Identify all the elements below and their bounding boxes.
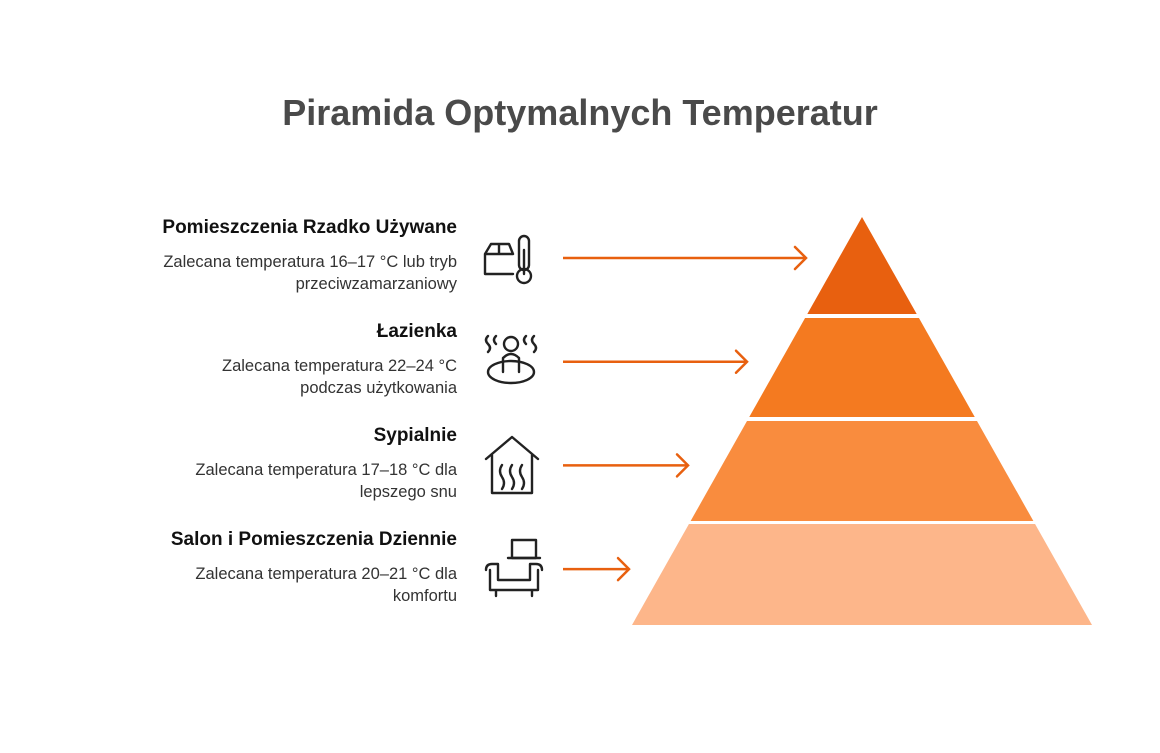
arrow-head — [793, 245, 808, 271]
level-text: Sypialnie Zalecana temperatura 17–18 °C d… — [37, 425, 457, 503]
level-text: Salon i Pomieszczenia Dziennie Zalecana t… — [37, 529, 457, 607]
level-description: przeciwzamarzaniowy — [295, 275, 457, 293]
arrow-head — [675, 453, 690, 478]
level-title: Pomieszczenia Rzadko Używane — [162, 217, 457, 238]
arrow-head — [616, 556, 631, 582]
level-title: Łazienka — [376, 321, 457, 342]
level-description: Zalecana temperatura 16–17 °C lub tryb — [163, 253, 457, 271]
pyramid-tier — [749, 318, 975, 417]
icon-bath-person — [484, 334, 538, 385]
level-title: Sypialnie — [373, 425, 457, 446]
level-description: komfortu — [392, 587, 457, 605]
level-description: lepszego snu — [359, 483, 457, 501]
level-description: podczas użytkowania — [300, 379, 457, 397]
level-title: Salon i Pomieszczenia Dziennie — [170, 529, 457, 550]
pyramid — [632, 217, 1092, 625]
level-description: Zalecana temperatura 22–24 °C — [222, 357, 457, 375]
arrows — [563, 245, 808, 582]
icon-house-heat — [484, 435, 540, 495]
level-description: Zalecana temperatura 20–21 °C dla — [195, 565, 457, 583]
pyramid-tier — [632, 524, 1092, 625]
pyramid-tier — [690, 421, 1034, 521]
level-description: Zalecana temperatura 17–18 °C dla — [195, 461, 457, 479]
arrow-head — [734, 349, 749, 374]
title: Piramida Optymalnych Temperatur — [282, 92, 878, 133]
level-text: Łazienka Zalecana temperatura 22–24 °C pod… — [37, 321, 457, 399]
icon-thermometer-box — [483, 234, 533, 285]
icon-sofa — [484, 538, 544, 598]
level-text: Pomieszczenia Rzadko Używane Zalecana tem… — [37, 217, 457, 295]
pyramid-tier — [807, 217, 917, 314]
